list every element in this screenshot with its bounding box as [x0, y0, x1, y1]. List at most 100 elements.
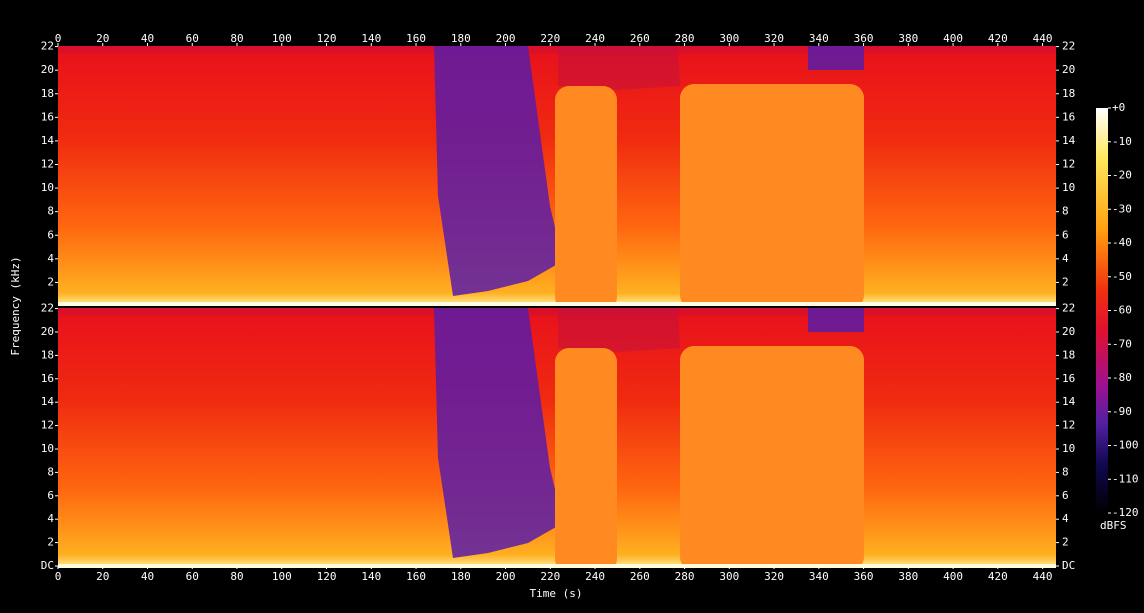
x-tick-label: 260 — [630, 570, 650, 583]
y-tick-label: 22 — [41, 302, 54, 315]
y-tick-label: 2 — [1062, 275, 1069, 288]
y-tick-label: 8 — [47, 205, 54, 218]
x-tick-label: 80 — [230, 32, 243, 45]
spectrogram-bottom — [58, 308, 1056, 573]
x-tick-label: 240 — [585, 32, 605, 45]
y-tick-label: 16 — [41, 372, 54, 385]
x-tick-label: 420 — [988, 32, 1008, 45]
x-tick-label: 440 — [1033, 570, 1053, 583]
y-tick-label: 22 — [1062, 302, 1075, 315]
y-tick-label: 6 — [47, 489, 54, 502]
x-tick-label: 320 — [764, 32, 784, 45]
spectrogram-top — [58, 46, 1056, 311]
x-tick-label: 200 — [496, 32, 516, 45]
y-tick-label: 10 — [1062, 181, 1075, 194]
y-tick-label: 18 — [1062, 348, 1075, 361]
x-tick-label: 80 — [230, 570, 243, 583]
x-tick-label: 300 — [719, 570, 739, 583]
x-tick-label: 380 — [898, 570, 918, 583]
x-tick-label: 320 — [764, 570, 784, 583]
x-tick-label: 380 — [898, 32, 918, 45]
y-tick-label: 16 — [1062, 110, 1075, 123]
x-tick-label: 140 — [361, 32, 381, 45]
y-tick-label: DC — [1062, 559, 1075, 572]
y-tick-label: 4 — [47, 252, 54, 265]
x-tick-label: 420 — [988, 570, 1008, 583]
x-tick-label: 400 — [943, 570, 963, 583]
y-tick-label: 22 — [41, 40, 54, 53]
y-tick-label: 20 — [1062, 325, 1075, 338]
x-tick-label: 180 — [451, 32, 471, 45]
colorbar-tick-label: -60 — [1112, 304, 1132, 317]
y-tick-label: 12 — [1062, 419, 1075, 432]
x-tick-label: 400 — [943, 32, 963, 45]
x-tick-label: 340 — [809, 570, 829, 583]
y-tick-label: 8 — [1062, 205, 1069, 218]
y-tick-label: 18 — [41, 87, 54, 100]
colorbar-tick-label: -40 — [1112, 236, 1132, 249]
x-tick-label: 240 — [585, 570, 605, 583]
colorbar-tick-label: -120 — [1112, 506, 1139, 519]
x-tick-label: 120 — [317, 32, 337, 45]
y-tick-label: 10 — [41, 442, 54, 455]
x-tick-label: 340 — [809, 32, 829, 45]
y-tick-label: 4 — [1062, 252, 1069, 265]
colorbar-tick-label: -80 — [1112, 371, 1132, 384]
x-tick-label: 0 — [55, 570, 62, 583]
x-tick-label: 100 — [272, 570, 292, 583]
x-tick-label: 60 — [186, 570, 199, 583]
x-tick-label: 360 — [854, 32, 874, 45]
x-tick-label: 120 — [317, 570, 337, 583]
y-tick-label: 20 — [1062, 63, 1075, 76]
x-tick-label: 20 — [96, 32, 109, 45]
x-tick-label: 440 — [1033, 32, 1053, 45]
y-tick-label: 12 — [41, 419, 54, 432]
y-tick-label: 18 — [41, 348, 54, 361]
colorbar-tick-label: -20 — [1112, 169, 1132, 182]
x-tick-label: 220 — [540, 32, 560, 45]
x-tick-label: 160 — [406, 570, 426, 583]
x-tick-label: 260 — [630, 32, 650, 45]
y-tick-label: 14 — [1062, 134, 1076, 147]
x-tick-label: 0 — [55, 32, 62, 45]
y-tick-label: 12 — [41, 158, 54, 171]
y-tick-label: 2 — [47, 275, 54, 288]
colorbar-label: dBFS — [1100, 519, 1127, 532]
x-tick-label: 200 — [496, 570, 516, 583]
colorbar-tick-label: -90 — [1112, 405, 1132, 418]
x-tick-label: 140 — [361, 570, 381, 583]
x-tick-label: 360 — [854, 570, 874, 583]
y-tick-label: 16 — [1062, 372, 1075, 385]
y-tick-label: 14 — [41, 395, 55, 408]
y-tick-label: 8 — [1062, 465, 1069, 478]
y-tick-label: 4 — [47, 512, 54, 525]
x-tick-label: 20 — [96, 570, 109, 583]
colorbar — [1096, 108, 1108, 513]
x-tick-label: 60 — [186, 32, 199, 45]
y-tick-label: 12 — [1062, 158, 1075, 171]
colorbar-tick-label: -10 — [1112, 135, 1132, 148]
y-tick-label: 20 — [41, 325, 54, 338]
x-tick-label: 300 — [719, 32, 739, 45]
y-tick-label: 16 — [41, 110, 54, 123]
y-tick-label: 2 — [1062, 536, 1069, 549]
x-tick-label: 280 — [675, 570, 695, 583]
y-tick-label: 10 — [1062, 442, 1075, 455]
y-tick-label: 6 — [1062, 228, 1069, 241]
y-tick-label: 22 — [1062, 40, 1075, 53]
x-tick-label: 220 — [540, 570, 560, 583]
colorbar-tick-label: -100 — [1112, 439, 1139, 452]
y-tick-label: 6 — [1062, 489, 1069, 502]
colorbar-tick-label: -30 — [1112, 202, 1132, 215]
y-tick-label: 8 — [47, 465, 54, 478]
x-tick-label: 180 — [451, 570, 471, 583]
y-tick-label: 6 — [47, 228, 54, 241]
y-tick-label: DC — [41, 559, 54, 572]
y-axis-label: Frequency (kHz) — [9, 256, 22, 355]
y-tick-label: 18 — [1062, 87, 1075, 100]
colorbar-tick-label: -50 — [1112, 270, 1132, 283]
y-tick-label: 4 — [1062, 512, 1069, 525]
y-tick-label: 14 — [41, 134, 55, 147]
